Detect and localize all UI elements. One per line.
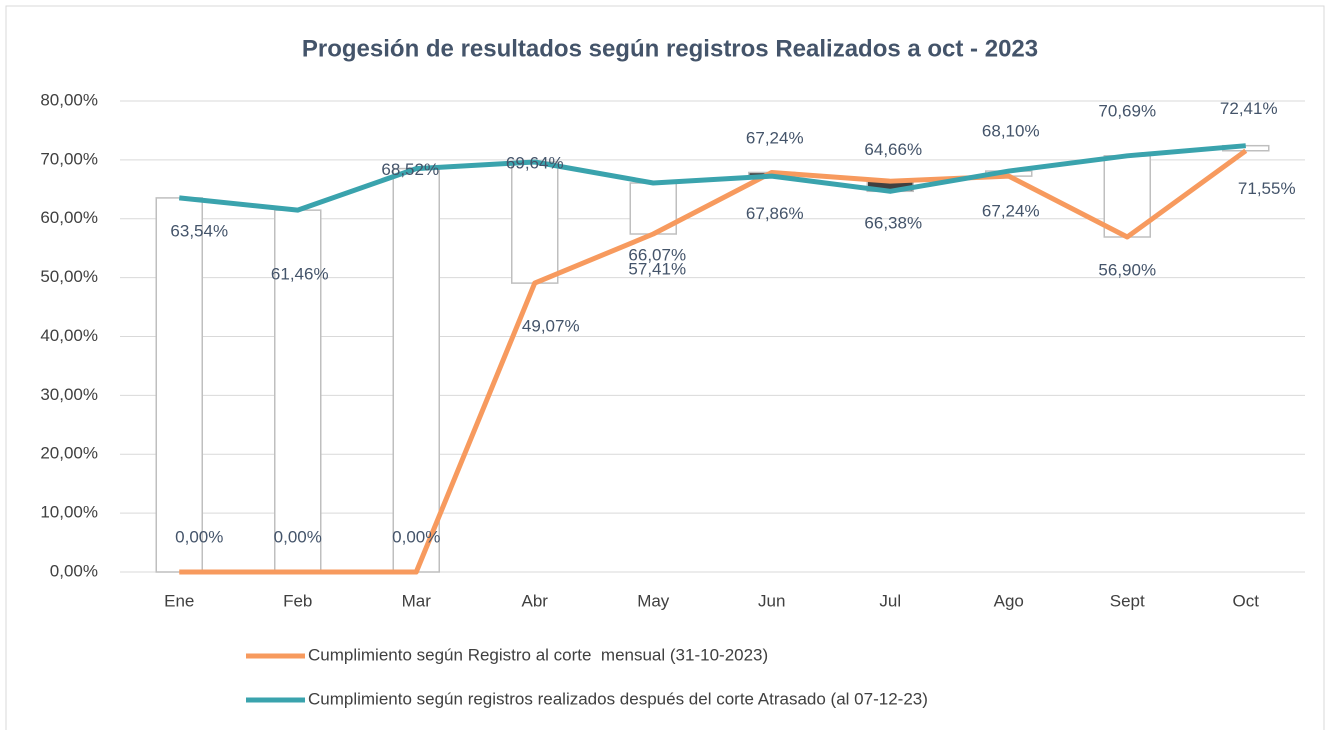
x-tick-label: Abr	[522, 591, 549, 610]
x-tick-label: Ene	[164, 591, 194, 610]
data-label: 61,46%	[271, 265, 329, 284]
x-tick-label: Ago	[994, 591, 1024, 610]
chart-title: Progesión de resultados según registros …	[302, 35, 1038, 62]
data-label: 64,66%	[864, 140, 922, 159]
data-label: 67,86%	[746, 204, 804, 223]
x-tick-label: May	[637, 591, 670, 610]
data-label: 57,41%	[628, 259, 686, 278]
y-tick-label: 10,00%	[40, 503, 98, 522]
legend-label: Cumplimiento según Registro al corte men…	[308, 645, 768, 664]
data-label: 56,90%	[1098, 260, 1156, 279]
data-label: 67,24%	[982, 202, 1040, 221]
x-tick-label: Jul	[879, 591, 901, 610]
y-tick-label: 60,00%	[40, 208, 98, 227]
data-label: 69,64%	[506, 153, 564, 172]
up-bar	[511, 161, 559, 284]
up-bar	[274, 209, 322, 573]
data-label: 68,52%	[381, 160, 439, 179]
data-label: 66,38%	[864, 214, 922, 233]
y-tick-label: 40,00%	[40, 326, 98, 345]
x-tick-label: Feb	[283, 591, 312, 610]
data-label: 72,41%	[1220, 99, 1278, 118]
data-label: 0,00%	[274, 527, 322, 546]
legend-label: Cumplimiento según registros realizados …	[308, 689, 928, 708]
x-tick-label: Mar	[402, 591, 432, 610]
data-label: 68,10%	[982, 122, 1040, 141]
y-tick-label: 80,00%	[40, 90, 98, 109]
data-label: 66,07%	[628, 245, 686, 264]
y-tick-label: 30,00%	[40, 385, 98, 404]
y-tick-label: 50,00%	[40, 267, 98, 286]
data-label: 0,00%	[175, 527, 223, 546]
data-label: 67,24%	[746, 129, 804, 148]
data-label: 49,07%	[522, 317, 580, 336]
up-bar	[155, 197, 203, 573]
data-label: 70,69%	[1098, 101, 1156, 120]
chart-border	[5, 5, 1325, 730]
x-tick-label: Oct	[1233, 591, 1260, 610]
x-tick-label: Jun	[758, 591, 785, 610]
series-line	[179, 148, 1248, 575]
series-line	[178, 143, 1246, 213]
data-label: 0,00%	[392, 527, 440, 546]
up-bar	[392, 167, 440, 573]
x-tick-label: Sept	[1110, 591, 1145, 610]
y-tick-label: 20,00%	[40, 444, 98, 463]
y-tick-label: 70,00%	[40, 149, 98, 168]
y-tick-label: 0,00%	[50, 561, 98, 580]
data-label: 71,55%	[1238, 179, 1296, 198]
data-label: 63,54%	[170, 221, 228, 240]
